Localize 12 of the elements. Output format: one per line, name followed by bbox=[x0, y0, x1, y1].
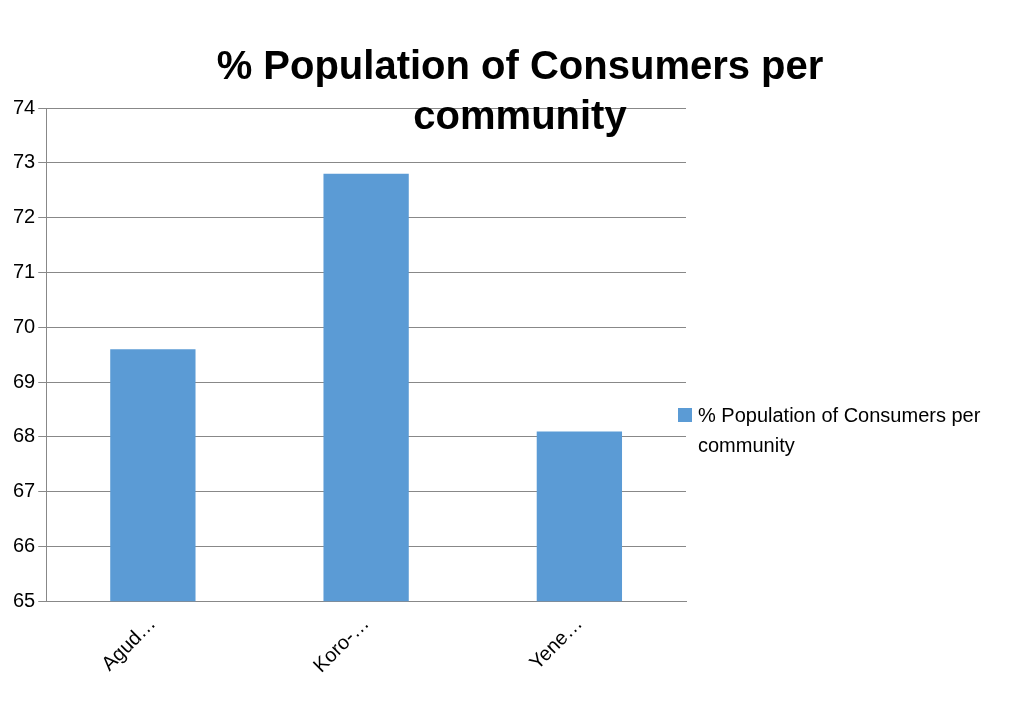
y-tick-label: 69 bbox=[13, 369, 36, 392]
y-tick-label: 65 bbox=[13, 588, 36, 611]
chart-title: % Population of Consumers per community bbox=[215, 42, 825, 139]
y-tick-label: 74 bbox=[13, 95, 36, 118]
y-tick-label: 68 bbox=[13, 424, 36, 447]
y-tick-label: 70 bbox=[13, 314, 36, 337]
y-tick-label: 66 bbox=[13, 534, 36, 557]
legend-label: % Population of Consumers per community bbox=[698, 403, 982, 458]
y-tick-label: 72 bbox=[13, 205, 36, 228]
y-tick-label: 67 bbox=[13, 479, 36, 502]
y-tick-label: 71 bbox=[13, 259, 36, 282]
y-tick-label: 73 bbox=[13, 150, 36, 173]
